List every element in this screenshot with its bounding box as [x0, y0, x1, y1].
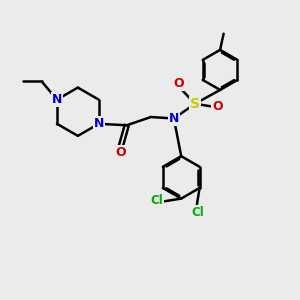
Text: N: N [169, 112, 179, 125]
Text: O: O [212, 100, 223, 113]
Text: N: N [94, 117, 104, 130]
Text: O: O [115, 146, 126, 159]
Text: N: N [52, 93, 62, 106]
Text: Cl: Cl [192, 206, 205, 219]
Text: O: O [173, 77, 184, 90]
Text: Cl: Cl [150, 194, 163, 207]
Text: S: S [190, 97, 200, 111]
